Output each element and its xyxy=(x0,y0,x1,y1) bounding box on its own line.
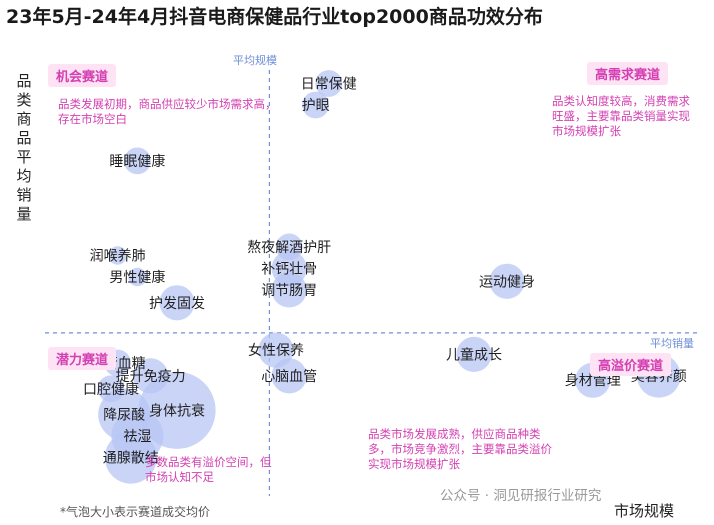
avg-sales-label: 平均销量 xyxy=(650,337,694,350)
chart-title: 23年5月-24年4月抖音电商保健品行业top2000商品功效分布 xyxy=(6,6,543,28)
label-10: 女性保养 xyxy=(248,342,304,359)
bubble-0 xyxy=(315,70,343,97)
label-4: 补钙壮骨 xyxy=(261,261,317,277)
label-13: 身材管理 xyxy=(565,373,621,389)
bubble-8 xyxy=(159,285,195,321)
label-0: 日常保健 xyxy=(301,77,357,93)
label-1: 护眼 xyxy=(302,98,330,114)
x-axis-label: 市场规模 xyxy=(614,502,675,520)
bubble-6 xyxy=(108,246,127,265)
zone-high-premium: 高溢价赛道 xyxy=(590,353,672,376)
bubble-21 xyxy=(104,431,157,484)
label-8: 护发固发 xyxy=(149,296,205,312)
avg-scale-label: 平均规模 xyxy=(233,54,277,67)
label-17: 口腔健康 xyxy=(83,381,139,398)
bubble-5 xyxy=(271,272,307,308)
label-9: 运动健身 xyxy=(479,274,535,290)
bubble-9 xyxy=(489,263,525,299)
bubble-12 xyxy=(456,336,492,372)
note-high-premium: 品类市场发展成熟，供应商品种类多，市场竞争激烈，主要靠品类溢价实现市场规模扩张 xyxy=(368,427,552,471)
label-2: 睡眠健康 xyxy=(109,153,165,170)
watermark: 公众号 · 洞见研报行业研究 xyxy=(440,484,602,504)
label-20: 祛湿 xyxy=(123,429,151,445)
label-3: 熬夜解酒护肝 xyxy=(247,240,331,256)
zone-high-demand: 高需求赛道 xyxy=(587,62,669,85)
label-18: 身体抗衰 xyxy=(149,402,205,419)
label-5: 调节肠胃 xyxy=(261,283,317,299)
label-16: 提升免疫力 xyxy=(116,369,186,385)
footnote: *气泡大小表示赛道成交均价 xyxy=(60,505,211,519)
label-7: 男性健康 xyxy=(109,269,165,286)
y-axis-label: 品类商品平均销量 xyxy=(16,72,32,223)
label-6: 润喉养肺 xyxy=(90,249,146,265)
label-21: 通腺散结 xyxy=(103,451,159,467)
label-11: 心脑血管 xyxy=(261,369,317,385)
zone-opportunity: 机会赛道 xyxy=(48,64,117,87)
label-19: 降尿酸 xyxy=(103,408,145,424)
note-high-demand: 品类认知度较高，消费需求旺盛，主要靠品类销量实现市场规模扩张 xyxy=(552,94,690,138)
zone-potential: 潜力赛道 xyxy=(48,347,117,370)
note-opportunity: 品类发展初期，商品供应较少市场需求高，存在市场空白 xyxy=(58,97,277,126)
bubble-1 xyxy=(302,91,329,119)
bubble-7 xyxy=(128,267,147,287)
label-12: 儿童成长 xyxy=(446,346,502,363)
note-potential: 多数品类有溢价空间，但市场认知不足 xyxy=(145,455,272,484)
bubble-11 xyxy=(271,358,307,394)
bubble-2 xyxy=(123,147,151,175)
